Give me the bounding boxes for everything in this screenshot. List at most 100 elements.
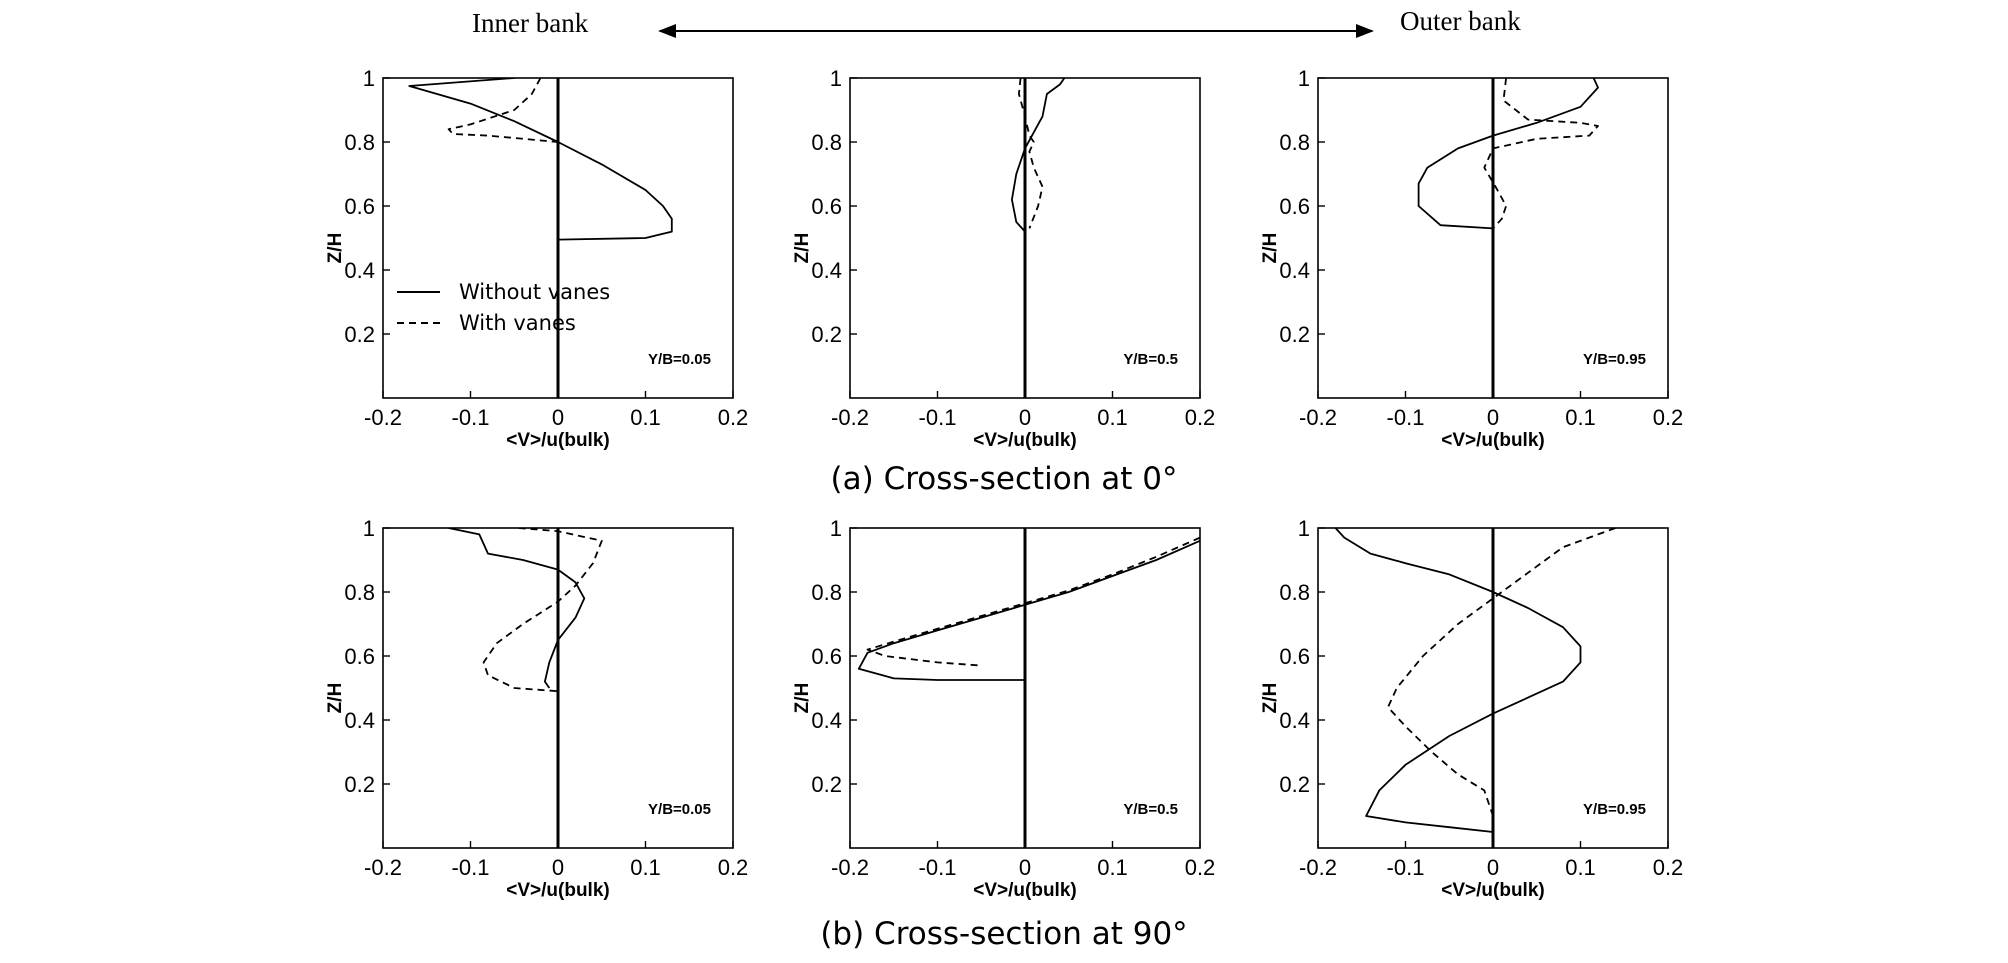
y-tick-label: 0.8 xyxy=(1279,130,1310,155)
legend: Without vanes With vanes xyxy=(397,280,610,335)
series-line-with-vanes xyxy=(1387,528,1616,832)
y-tick-label: 1 xyxy=(1298,66,1310,91)
series-line-with-vanes xyxy=(447,78,559,143)
x-tick-label: 0.2 xyxy=(1653,855,1684,880)
arrow-head-right-icon xyxy=(1356,24,1374,38)
y-axis-label: Z/H xyxy=(325,683,346,714)
x-tick-label: 0.2 xyxy=(1653,405,1684,430)
x-tick-label: 0.2 xyxy=(718,855,749,880)
x-tick-label: 0.1 xyxy=(1565,855,1596,880)
x-tick-label: 0 xyxy=(1487,855,1499,880)
y-tick-label: 0.6 xyxy=(344,644,375,669)
y-tick-label: 0.2 xyxy=(811,772,842,797)
x-tick-label: -0.1 xyxy=(452,405,490,430)
caption-b: (b) Cross-section at 90° xyxy=(820,916,1187,952)
x-tick-label: 0 xyxy=(1487,405,1499,430)
x-tick-label: -0.2 xyxy=(1299,405,1337,430)
y-tick-label: 0.2 xyxy=(344,322,375,347)
x-tick-label: -0.1 xyxy=(1387,405,1425,430)
x-tick-label: -0.2 xyxy=(831,405,869,430)
y-tick-label: 0.6 xyxy=(1279,194,1310,219)
x-tick-label: 0.2 xyxy=(1185,405,1216,430)
y-tick-label: 0.4 xyxy=(1279,258,1310,283)
y-axis-label: Z/H xyxy=(325,233,346,264)
series-line-without-vanes xyxy=(448,528,586,689)
y-tick-label: 0.4 xyxy=(344,708,375,733)
chart-panel-3: -0.2 -0.1 0 0.1 0.2 0.2 0.4 0.6 0.8 1 <V>/u(bulk) Z… xyxy=(1260,66,1683,451)
series-line-without-vanes xyxy=(1334,528,1582,833)
x-tick-label: -0.2 xyxy=(364,855,402,880)
arrow-head-left-icon xyxy=(658,24,676,38)
y-tick-label: 0.4 xyxy=(811,708,842,733)
x-tick-label: 0 xyxy=(1019,405,1031,430)
y-tick-label: 0.4 xyxy=(811,258,842,283)
series-line-without-vanes xyxy=(1011,78,1066,233)
y-tick-label: 0.2 xyxy=(1279,322,1310,347)
panel-grid: -0.2 -0.1 0 0.1 0.2 0.2 0.4 0.6 0.8 1 <V>/u(bulk) Z… xyxy=(325,66,1683,901)
y-axis-label: Z/H xyxy=(792,683,813,714)
y-tick-label: 0.6 xyxy=(811,644,842,669)
panel-annotation: Y/B=0.05 xyxy=(648,351,711,368)
x-axis-label: <V>/u(bulk) xyxy=(973,430,1076,451)
legend-label-with-vanes: With vanes xyxy=(459,311,576,335)
chart-panel-1: -0.2 -0.1 0 0.1 0.2 0.2 0.4 0.6 0.8 1 <V>/u(bulk) Z… xyxy=(325,66,748,451)
y-tick-label: 0.8 xyxy=(344,580,375,605)
x-tick-label: -0.2 xyxy=(1299,855,1337,880)
y-tick-label: 0.6 xyxy=(1279,644,1310,669)
x-tick-label: -0.2 xyxy=(364,405,402,430)
x-tick-label: -0.2 xyxy=(831,855,869,880)
y-tick-label: 0.2 xyxy=(1279,772,1310,797)
y-tick-label: 1 xyxy=(1298,516,1310,541)
panel-annotation: Y/B=0.05 xyxy=(648,801,711,818)
series-line-without-vanes xyxy=(408,78,673,241)
x-tick-label: -0.1 xyxy=(919,855,957,880)
y-tick-label: 0.2 xyxy=(344,772,375,797)
x-tick-label: 0.1 xyxy=(1565,405,1596,430)
y-tick-label: 1 xyxy=(363,66,375,91)
y-tick-label: 0.4 xyxy=(1279,708,1310,733)
y-axis-label: Z/H xyxy=(1260,233,1281,264)
x-tick-label: 0.1 xyxy=(1097,855,1128,880)
panel-annotation: Y/B=0.5 xyxy=(1123,801,1178,818)
series-line-with-vanes xyxy=(1483,78,1599,230)
y-tick-label: 0.2 xyxy=(811,322,842,347)
x-tick-label: 0 xyxy=(552,855,564,880)
x-axis-label: <V>/u(bulk) xyxy=(973,880,1076,901)
x-tick-label: -0.1 xyxy=(919,405,957,430)
chart-panel-2: -0.2 -0.1 0 0.1 0.2 0.2 0.4 0.6 0.8 1 <V>/u(bulk) Z… xyxy=(792,66,1215,451)
y-axis-label: Z/H xyxy=(1260,683,1281,714)
outer-bank-label: Outer bank xyxy=(1400,6,1521,36)
x-axis-label: <V>/u(bulk) xyxy=(506,880,609,901)
y-tick-label: 1 xyxy=(363,516,375,541)
y-axis-label: Z/H xyxy=(792,233,813,264)
x-tick-label: 0 xyxy=(1019,855,1031,880)
caption-a: (a) Cross-section at 0° xyxy=(831,461,1178,497)
x-tick-label: 0.1 xyxy=(630,855,661,880)
x-axis-label: <V>/u(bulk) xyxy=(1441,880,1544,901)
chart-panel-6: -0.2 -0.1 0 0.1 0.2 0.2 0.4 0.6 0.8 1 <V>/u(bulk) Z… xyxy=(1260,516,1683,901)
panel-annotation: Y/B=0.5 xyxy=(1123,351,1178,368)
panel-annotation: Y/B=0.95 xyxy=(1583,801,1646,818)
y-tick-label: 0.8 xyxy=(1279,580,1310,605)
series-line-with-vanes xyxy=(1018,78,1044,229)
x-axis-label: <V>/u(bulk) xyxy=(1441,430,1544,451)
y-tick-label: 0.8 xyxy=(344,130,375,155)
x-tick-label: 0 xyxy=(552,405,564,430)
series-line-without-vanes xyxy=(857,539,1200,681)
series-line-with-vanes xyxy=(866,536,1200,667)
y-tick-label: 1 xyxy=(830,66,842,91)
x-tick-label: 0.1 xyxy=(1097,405,1128,430)
y-tick-label: 0.6 xyxy=(811,194,842,219)
x-axis-label: <V>/u(bulk) xyxy=(506,430,609,451)
y-tick-label: 0.8 xyxy=(811,130,842,155)
inner-bank-label: Inner bank xyxy=(472,8,589,38)
x-tick-label: -0.1 xyxy=(452,855,490,880)
y-tick-label: 0.6 xyxy=(344,194,375,219)
panel-annotation: Y/B=0.95 xyxy=(1583,351,1646,368)
y-tick-label: 0.8 xyxy=(811,580,842,605)
x-tick-label: 0.1 xyxy=(630,405,661,430)
x-tick-label: -0.1 xyxy=(1387,855,1425,880)
x-tick-label: 0.2 xyxy=(718,405,749,430)
y-tick-label: 1 xyxy=(830,516,842,541)
